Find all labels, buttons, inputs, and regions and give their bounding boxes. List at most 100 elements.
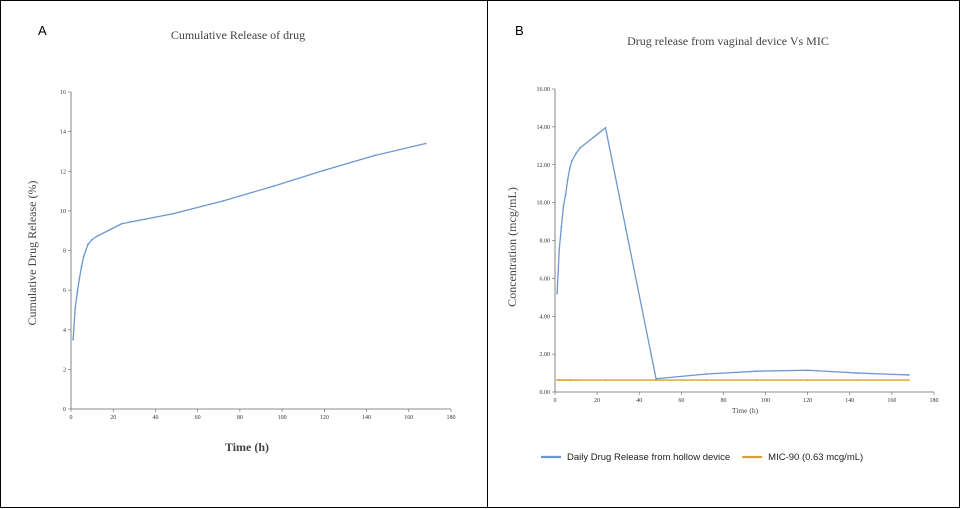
chart-b-series-2-point xyxy=(579,379,582,381)
chart-b-y-tick-label: 10.00 xyxy=(537,201,551,207)
chart-b-series-2-point xyxy=(806,379,809,381)
chart-b-x-tick-label: 0 xyxy=(554,398,557,404)
chart-a-series-1-point xyxy=(76,291,79,294)
chart-a-series-1-point xyxy=(323,169,326,172)
chart-a-series-1-point xyxy=(74,307,77,309)
chart-a-svg: Cumulative Release of drug02468101214160… xyxy=(25,28,456,454)
chart-b-series-1-point xyxy=(556,292,559,295)
chart-a-series-1-line xyxy=(72,142,426,340)
chart-b-series-2-point xyxy=(575,379,577,381)
panel-label-b: B xyxy=(515,23,524,38)
chart-b-series-1-point xyxy=(705,373,708,375)
chart-b-x-axis-label: Time (h) xyxy=(732,406,759,415)
chart-a-y-tick-label: 16 xyxy=(60,90,66,96)
chart-b-svg: Drug release from vaginal device Vs MIC 0… xyxy=(505,34,939,463)
chart-b-series-1-point xyxy=(907,374,910,376)
chart-a-y-tick-label: 4 xyxy=(63,328,66,334)
chart-b-x-tick-label: 100 xyxy=(761,398,770,404)
chart-a-x-tick-label: 120 xyxy=(320,415,329,421)
chart-b-series-2-point xyxy=(566,379,569,381)
chart-panel-b: B Drug release from vaginal device Vs MI… xyxy=(487,0,960,508)
chart-b-series-2-point xyxy=(570,379,573,381)
chart-a-x-tick-label: 20 xyxy=(110,415,116,421)
chart-b-series-2-point xyxy=(558,379,561,381)
chart-b-series-1-point xyxy=(579,146,582,149)
chart-b-series-1-point xyxy=(655,377,657,380)
chart-b-legend-label-2: MIC-90 (0.63 mcg/mL) xyxy=(768,452,863,463)
chart-a-x-tick-label: 180 xyxy=(447,415,456,421)
chart-a-y-tick-label: 10 xyxy=(60,209,66,215)
chart-a-y-tick-label: 12 xyxy=(60,169,66,175)
chart-b-x-tick-label: 60 xyxy=(678,398,684,404)
chart-b-x-tick-label: 180 xyxy=(930,398,939,404)
chart-a-series-1-point xyxy=(272,185,275,188)
chart-a-series-1-point xyxy=(78,277,81,280)
chart-b-y-axis-label: Concentration (mcg/mL) xyxy=(505,187,519,307)
chart-b-legend-label-1: Daily Drug Release from hollow device xyxy=(567,452,730,463)
chart-b-series-2-point xyxy=(560,379,563,381)
chart-b-x-tick-label: 140 xyxy=(845,398,854,404)
chart-a-y-tick-label: 0 xyxy=(63,407,66,413)
panel-label-a: A xyxy=(38,23,47,38)
chart-a-series-1-point xyxy=(171,212,174,215)
chart-b-y-tick-label: 0.00 xyxy=(540,390,551,396)
chart-b-series-2-point xyxy=(857,379,860,381)
chart-b-series-1-point xyxy=(568,167,571,170)
chart-a-x-tick-label: 40 xyxy=(152,415,158,421)
chart-a-y-tick-label: 14 xyxy=(60,130,66,136)
chart-b-series-1-point xyxy=(575,152,577,155)
chart-b-series-1-point xyxy=(560,226,563,229)
chart-b-series-1-point xyxy=(566,179,569,181)
chart-b-series-1-point xyxy=(857,372,860,374)
chart-a-series-1-point xyxy=(80,265,83,268)
chart-a-series-1-point xyxy=(374,154,376,157)
chart-a-series-1-point xyxy=(95,235,98,238)
chart-b-y-tick-label: 12.00 xyxy=(537,163,551,169)
chart-b-x-tick-label: 160 xyxy=(887,398,896,404)
chart-b-y-tick-label: 2.00 xyxy=(540,352,551,358)
chart-a-x-tick-label: 100 xyxy=(278,415,287,421)
chart-a-y-tick-label: 6 xyxy=(63,288,66,294)
chart-a-title: Cumulative Release of drug xyxy=(171,28,305,42)
chart-a-y-tick-label: 2 xyxy=(63,367,66,373)
chart-a-series-1-point xyxy=(120,222,123,225)
chart-b-y-tick-label: 6.00 xyxy=(540,276,551,282)
chart-a-y-axis-label: Cumulative Drug Release (%) xyxy=(25,181,39,326)
chart-b-series-1-line xyxy=(556,127,909,380)
chart-b-series-2-point xyxy=(655,379,657,381)
chart-a-x-tick-label: 140 xyxy=(362,415,371,421)
chart-a-x-tick-label: 60 xyxy=(195,415,201,421)
chart-b-series-2-point xyxy=(604,379,607,381)
chart-b-series-2-point xyxy=(705,379,708,381)
chart-b-x-tick-label: 20 xyxy=(594,398,600,404)
chart-b-series-2-point xyxy=(907,379,910,381)
chart-a-series-1-point xyxy=(91,238,94,241)
chart-b-series-1-point xyxy=(756,370,759,373)
chart-a-x-tick-label: 80 xyxy=(237,415,243,421)
chart-b-series-2-point xyxy=(568,379,571,381)
chart-a-series-1-point xyxy=(222,200,224,202)
chart-b-series-2-point xyxy=(564,379,567,381)
chart-a-y-tick-label: 8 xyxy=(63,249,66,255)
chart-a-series-1-point xyxy=(424,142,427,145)
chart-a-x-tick-label: 160 xyxy=(404,415,413,421)
chart-a-x-axis-label: Time (h) xyxy=(225,440,269,454)
chart-b-series-2-point xyxy=(756,379,759,381)
chart-b-y-tick-label: 8.00 xyxy=(540,239,551,245)
chart-b-series-2-point xyxy=(562,379,565,381)
chart-b-series-1-point xyxy=(558,249,561,251)
chart-b-title: Drug release from vaginal device Vs MIC xyxy=(627,34,829,48)
chart-b-x-tick-label: 40 xyxy=(636,398,642,404)
chart-b-y-tick-label: 16.00 xyxy=(537,87,551,93)
chart-b-series-1-point xyxy=(564,194,567,196)
chart-a-series-1-point xyxy=(86,243,89,246)
chart-b-series-1-point xyxy=(806,369,809,372)
chart-a-x-tick-label: 0 xyxy=(70,415,73,421)
chart-b-series-1-point xyxy=(562,205,565,208)
chart-a-series-1-point xyxy=(84,249,87,252)
chart-b-series-1-point xyxy=(604,126,607,129)
chart-b-y-tick-label: 14.00 xyxy=(537,125,551,131)
chart-a-series-1-point xyxy=(72,338,75,341)
chart-b-series-2-point xyxy=(556,379,559,381)
